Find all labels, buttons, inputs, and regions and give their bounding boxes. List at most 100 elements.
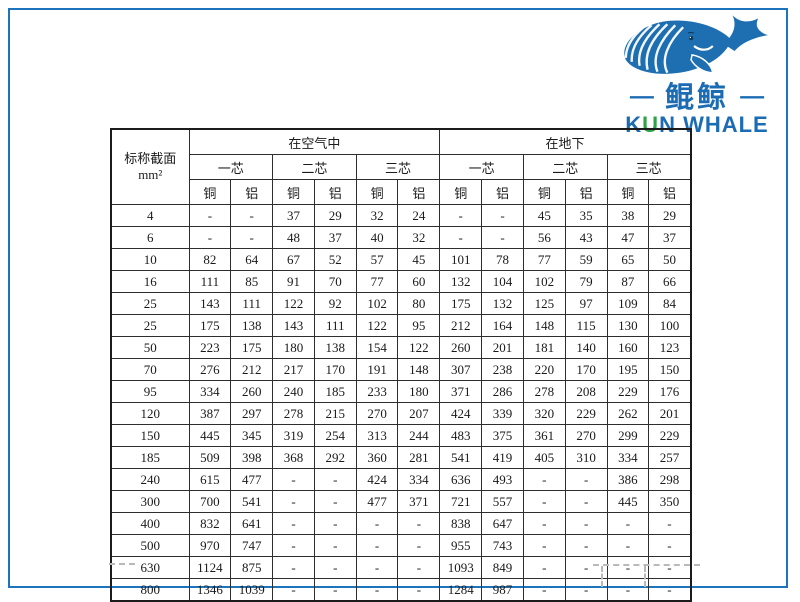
table-cell: 371 bbox=[439, 380, 483, 403]
table-cell: - bbox=[272, 490, 315, 513]
table-cell: 180 bbox=[272, 336, 315, 359]
row-size-cell: 150 bbox=[110, 424, 190, 447]
table-cell: - bbox=[648, 556, 692, 579]
table-cell: - bbox=[648, 578, 692, 602]
table-cell: 254 bbox=[313, 424, 357, 447]
table-cell: - bbox=[606, 556, 650, 579]
logo-cn-text: 鲲鲸 bbox=[664, 82, 729, 114]
table-cell: 143 bbox=[188, 292, 232, 315]
table-cell: 838 bbox=[439, 512, 483, 535]
table-cell: 56 bbox=[522, 226, 566, 249]
logo-left-dash: — bbox=[629, 83, 654, 110]
table-cell: 541 bbox=[230, 490, 274, 513]
table-cell: 84 bbox=[648, 292, 692, 315]
row-size-cell: 630 bbox=[110, 556, 190, 579]
core-header-2: 二芯 bbox=[522, 154, 608, 180]
table-cell: 1093 bbox=[439, 556, 483, 579]
table-cell: - bbox=[313, 556, 357, 579]
table-cell: 445 bbox=[188, 424, 232, 447]
table-cell: - bbox=[355, 556, 399, 579]
material-header-copper: 铜 bbox=[606, 179, 650, 205]
table-cell: 345 bbox=[230, 424, 274, 447]
table-cell: 700 bbox=[188, 490, 232, 513]
table-cell: 721 bbox=[439, 490, 483, 513]
table-cell: - bbox=[564, 490, 608, 513]
table-cell: - bbox=[313, 490, 357, 513]
table-cell: - bbox=[355, 578, 399, 602]
material-header-copper: 铜 bbox=[355, 179, 399, 205]
table-cell: 175 bbox=[439, 292, 483, 315]
table-cell: 111 bbox=[188, 270, 232, 293]
table-cell: 229 bbox=[606, 380, 650, 403]
table-cell: 339 bbox=[481, 402, 524, 425]
table-cell: - bbox=[439, 226, 483, 249]
table-cell: 257 bbox=[648, 446, 692, 469]
table-cell: 97 bbox=[564, 292, 608, 315]
material-header-aluminum: 铝 bbox=[313, 179, 357, 205]
table-cell: 66 bbox=[648, 270, 692, 293]
table-cell: 636 bbox=[439, 468, 483, 491]
table-header: 标称截面 mm² 在空气中 在地下 一芯 二芯 三芯 一芯 二芯 三芯 铜 铝 … bbox=[110, 128, 692, 205]
table-cell: 123 bbox=[648, 336, 692, 359]
table-cell: 175 bbox=[230, 336, 274, 359]
cable-ampacity-table: 标称截面 mm² 在空气中 在地下 一芯 二芯 三芯 一芯 二芯 三芯 铜 铝 … bbox=[110, 128, 692, 602]
row-size-cell: 25 bbox=[110, 292, 190, 315]
table-cell: 375 bbox=[481, 424, 524, 447]
table-cell: 180 bbox=[397, 380, 441, 403]
table-cell: 849 bbox=[481, 556, 524, 579]
table-cell: 276 bbox=[188, 358, 232, 381]
table-row: 300 700 541- -477 371 721 557- -445 350 bbox=[110, 490, 692, 513]
table-cell: 24 bbox=[397, 204, 441, 227]
table-cell: 32 bbox=[397, 226, 441, 249]
table-cell: 43 bbox=[564, 226, 608, 249]
row-size-cell: 25 bbox=[110, 314, 190, 337]
table-cell: 181 bbox=[522, 336, 566, 359]
table-cell: - bbox=[481, 226, 524, 249]
table-cell: - bbox=[272, 556, 315, 579]
table-row: 25 175 138 143 111 122 95 212 164 148 115 130 100 bbox=[110, 314, 692, 337]
table-cell: - bbox=[564, 468, 608, 491]
table-cell: 78 bbox=[481, 248, 524, 271]
table-cell: 398 bbox=[230, 446, 274, 469]
table-cell: 970 bbox=[188, 534, 232, 557]
table-cell: 64 bbox=[230, 248, 274, 271]
table-cell: 320 bbox=[522, 402, 566, 425]
table-cell: 313 bbox=[355, 424, 399, 447]
table-cell: 334 bbox=[188, 380, 232, 403]
whale-icon bbox=[624, 15, 769, 74]
material-header-aluminum: 铝 bbox=[397, 179, 441, 205]
table-cell: 130 bbox=[606, 314, 650, 337]
table-cell: 132 bbox=[439, 270, 483, 293]
table-cell: - bbox=[564, 578, 608, 602]
row-size-cell: 95 bbox=[110, 380, 190, 403]
table-cell: 85 bbox=[230, 270, 274, 293]
table-cell: 212 bbox=[230, 358, 274, 381]
material-header-aluminum: 铝 bbox=[564, 179, 608, 205]
table-cell: - bbox=[272, 512, 315, 535]
table-cell: 371 bbox=[397, 490, 441, 513]
table-cell: 445 bbox=[606, 490, 650, 513]
table-cell: 37 bbox=[313, 226, 357, 249]
table-cell: 50 bbox=[648, 248, 692, 271]
material-header-copper: 铜 bbox=[439, 179, 483, 205]
table-cell: 1284 bbox=[439, 578, 483, 602]
table-cell: 201 bbox=[481, 336, 524, 359]
table-cell: 104 bbox=[481, 270, 524, 293]
table-cell: 477 bbox=[230, 468, 274, 491]
row-size-cell: 50 bbox=[110, 336, 190, 359]
table-cell: - bbox=[397, 578, 441, 602]
table-cell: - bbox=[397, 534, 441, 557]
row-size-cell: 500 bbox=[110, 534, 190, 557]
table-cell: - bbox=[272, 578, 315, 602]
row-size-cell: 185 bbox=[110, 446, 190, 469]
table-cell: - bbox=[648, 512, 692, 535]
table-cell: 38 bbox=[606, 204, 650, 227]
table-cell: 424 bbox=[355, 468, 399, 491]
table-cell: 122 bbox=[355, 314, 399, 337]
table-cell: 191 bbox=[355, 358, 399, 381]
table-cell: 350 bbox=[648, 490, 692, 513]
table-cell: 360 bbox=[355, 446, 399, 469]
table-cell: - bbox=[522, 556, 566, 579]
table-cell: 361 bbox=[522, 424, 566, 447]
table-row: 6- -48 37 40 32- -56 43 47 37 bbox=[110, 226, 692, 249]
